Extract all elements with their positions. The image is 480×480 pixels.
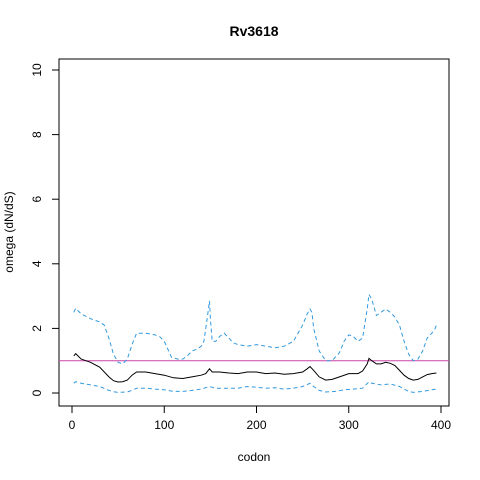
series-line-estimate (73, 352, 437, 383)
y-tick-label: 8 (30, 131, 44, 138)
x-axis-label: codon (238, 450, 271, 464)
x-tick-label: 0 (69, 418, 76, 432)
y-tick-label: 10 (30, 63, 44, 77)
y-tick-label: 0 (30, 389, 44, 396)
x-tick-label: 100 (154, 418, 174, 432)
x-tick-label: 200 (246, 418, 266, 432)
chart-title: Rv3618 (229, 23, 278, 39)
x-axis: 0 100 200 300 400 (69, 405, 451, 432)
x-tick-label: 400 (431, 418, 451, 432)
y-axis-label: omega (dN/dS) (2, 191, 16, 272)
series-line-upper (73, 292, 437, 365)
x-tick-label: 300 (339, 418, 359, 432)
y-axis: 0 2 4 6 8 10 (30, 63, 60, 396)
y-tick-label: 6 (30, 196, 44, 203)
y-tick-label: 4 (30, 260, 44, 267)
plot-frame (58, 58, 450, 407)
series-layer (73, 292, 437, 393)
series-line-lower (73, 381, 437, 393)
y-tick-label: 2 (30, 325, 44, 332)
